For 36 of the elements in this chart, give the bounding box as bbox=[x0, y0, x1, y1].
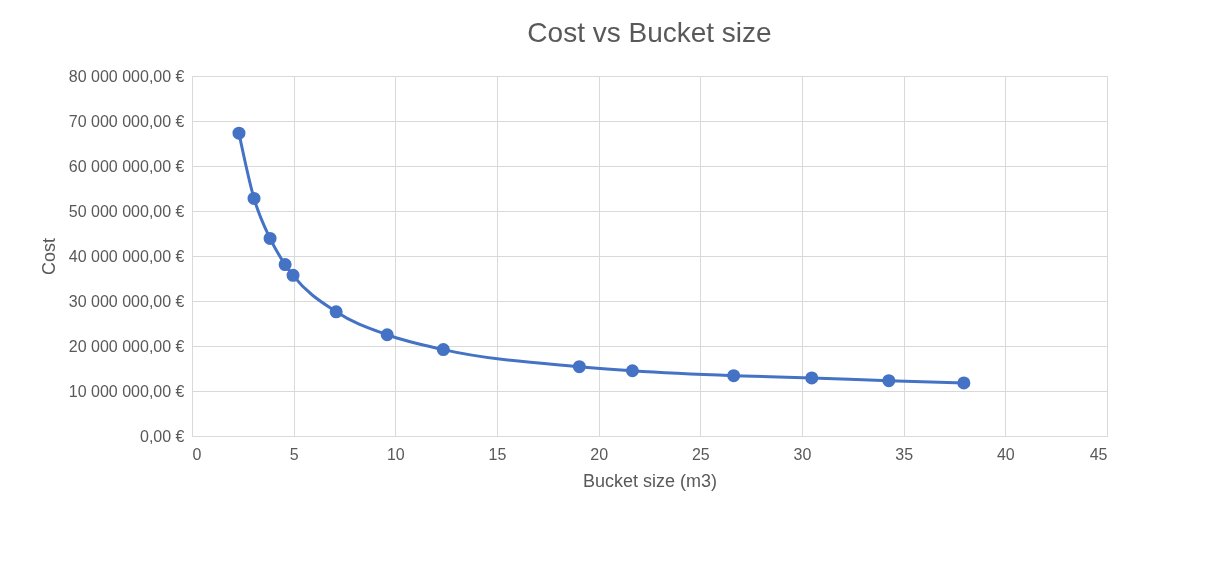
y-tick-label: 10 000 000,00 € bbox=[68, 382, 185, 400]
point bbox=[727, 369, 741, 383]
point bbox=[625, 364, 639, 378]
point bbox=[436, 343, 450, 357]
x-tick-label: 45 bbox=[1089, 445, 1108, 463]
x-tick-label: 40 bbox=[996, 445, 1015, 463]
point bbox=[957, 376, 971, 390]
point bbox=[380, 328, 394, 342]
point bbox=[329, 305, 343, 319]
point bbox=[263, 231, 277, 245]
y-tick-label: 20 000 000,00 € bbox=[68, 337, 185, 355]
chart-title: Cost vs Bucket size bbox=[527, 17, 772, 48]
point bbox=[232, 126, 246, 140]
x-tick-label: 0 bbox=[192, 445, 202, 463]
y-tick-label: 40 000 000,00 € bbox=[68, 247, 185, 265]
point bbox=[572, 360, 586, 374]
point bbox=[247, 191, 261, 205]
y-tick-label: 0,00 € bbox=[140, 427, 185, 445]
point bbox=[882, 374, 896, 388]
x-tick-label: 20 bbox=[590, 445, 609, 463]
x-tick-label: 25 bbox=[691, 445, 710, 463]
x-tick-label: 35 bbox=[895, 445, 914, 463]
x-tick-label: 10 bbox=[386, 445, 405, 463]
point bbox=[286, 268, 300, 282]
y-tick-label: 50 000 000,00 € bbox=[68, 202, 185, 220]
y-axis-title: Cost bbox=[38, 237, 59, 276]
x-tick-label: 30 bbox=[793, 445, 812, 463]
x-axis-title: Bucket size (m3) bbox=[582, 470, 718, 491]
y-tick-label: 80 000 000,00 € bbox=[68, 67, 185, 85]
y-tick-label: 70 000 000,00 € bbox=[68, 112, 185, 130]
y-tick-label: 30 000 000,00 € bbox=[68, 292, 185, 310]
x-tick-label: 5 bbox=[289, 445, 299, 463]
point bbox=[805, 371, 819, 385]
x-tick-label: 15 bbox=[488, 445, 507, 463]
y-tick-label: 60 000 000,00 € bbox=[68, 157, 185, 175]
point bbox=[278, 258, 292, 272]
